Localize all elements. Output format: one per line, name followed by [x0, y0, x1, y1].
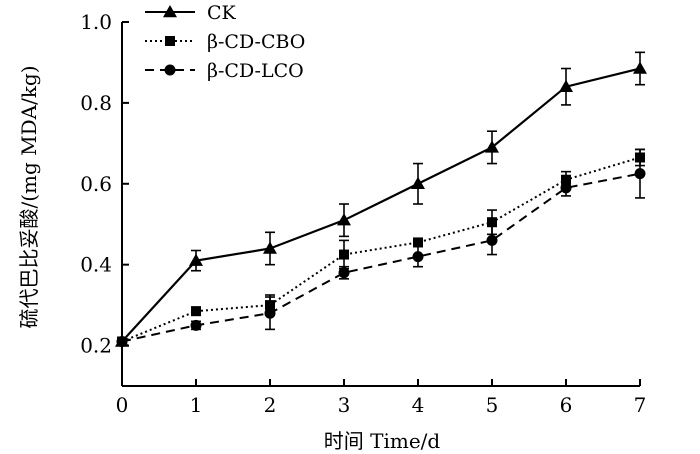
legend: CK β-CD-CBO β-CD-LCO: [145, 2, 305, 82]
data-point: [559, 79, 573, 92]
data-point: [487, 217, 497, 228]
series-3: [116, 148, 646, 348]
data-point: [413, 237, 423, 248]
y-axis-title: 硫代巴比妥酸/(mg MDA/kg): [17, 65, 41, 328]
x-tick-label: 7: [634, 393, 647, 417]
x-tick-label: 0: [116, 393, 129, 417]
legend-label: CK: [207, 2, 237, 24]
y-tick-label: 0.6: [80, 172, 112, 196]
x-tick-label: 1: [190, 393, 203, 417]
y-tick-label: 0.8: [80, 91, 112, 115]
data-point: [411, 176, 425, 190]
y-tick-label: 1.0: [80, 10, 112, 34]
series-1: [115, 51, 647, 347]
y-tick-label: 0.2: [80, 334, 112, 358]
series-line: [121, 172, 641, 343]
data-point: [338, 267, 350, 279]
data-point: [337, 213, 351, 226]
legend-label: β-CD-LCO: [207, 60, 304, 82]
legend-marker: [163, 5, 177, 18]
data-point: [116, 336, 128, 348]
legend-marker: [165, 36, 175, 46]
x-tick-label: 2: [264, 393, 277, 417]
axes: 0 1 2 3 4 5 6 7 0.2 0.4 0.6 0.8 1.0: [80, 10, 646, 417]
x-axis-title: 时间 Time/d: [324, 429, 441, 453]
data-point: [486, 234, 498, 246]
data-point: [485, 140, 499, 153]
series-line: [121, 67, 641, 343]
data-point: [634, 168, 646, 180]
data-point: [412, 251, 424, 263]
data-point: [339, 249, 349, 260]
data-point: [560, 182, 572, 194]
legend-entry: β-CD-CBO: [145, 31, 305, 53]
data-point: [633, 61, 647, 74]
x-tick-label: 4: [412, 393, 425, 417]
x-tick-label: 6: [560, 393, 573, 417]
series-line: [121, 156, 641, 343]
x-tick-label: 3: [338, 393, 351, 417]
legend-entry: β-CD-LCO: [145, 60, 304, 82]
series-layer: [115, 51, 647, 348]
legend-entry: CK: [145, 2, 237, 24]
data-point: [189, 253, 203, 266]
x-tick-label: 5: [486, 393, 499, 417]
legend-marker: [164, 64, 176, 76]
data-point: [191, 306, 201, 317]
legend-label: β-CD-CBO: [207, 31, 305, 53]
y-tick-label: 0.4: [80, 253, 112, 277]
data-point: [190, 319, 202, 331]
data-point: [263, 241, 277, 254]
data-point: [264, 307, 276, 319]
